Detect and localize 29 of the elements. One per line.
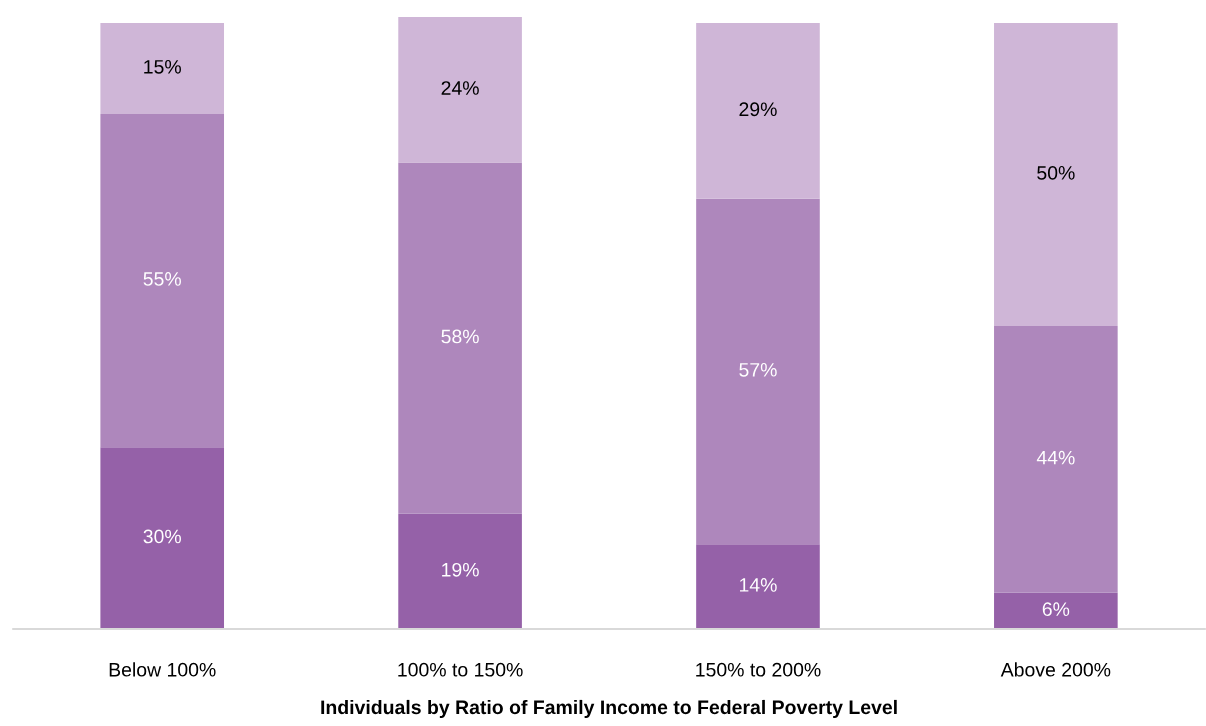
x-tick-label: Below 100% [109, 662, 216, 677]
data-label: 19% [442, 562, 479, 577]
bar [100, 447, 225, 629]
data-label: 44% [1036, 450, 1075, 465]
x-axis-title: Individuals by Ratio of Family Income to Federal Poverty Level [321, 699, 897, 719]
data-label: 24% [441, 81, 479, 95]
bar [696, 544, 820, 629]
bar [398, 513, 522, 629]
data-label: 55% [143, 272, 181, 286]
data-label: 30% [143, 529, 181, 544]
bar [994, 326, 1118, 593]
bar [398, 162, 522, 514]
data-label: 58% [441, 329, 479, 344]
x-tick-label: 100% to 150% [398, 662, 523, 677]
x-tick-label: 150% to 200% [696, 662, 821, 677]
bar [696, 198, 820, 545]
bar [994, 23, 1118, 327]
bar [696, 23, 820, 199]
bar [994, 592, 1118, 629]
data-label: 6% [1042, 602, 1070, 617]
data-label: 14% [740, 578, 777, 592]
data-label: 50% [1037, 166, 1075, 180]
data-label: 15% [144, 60, 181, 74]
bar [100, 113, 225, 448]
bar [100, 23, 225, 114]
bar [398, 17, 522, 163]
x-tick-label: Above 200% [1000, 662, 1111, 677]
data-label: 57% [739, 363, 777, 377]
data-label: 29% [739, 102, 777, 117]
